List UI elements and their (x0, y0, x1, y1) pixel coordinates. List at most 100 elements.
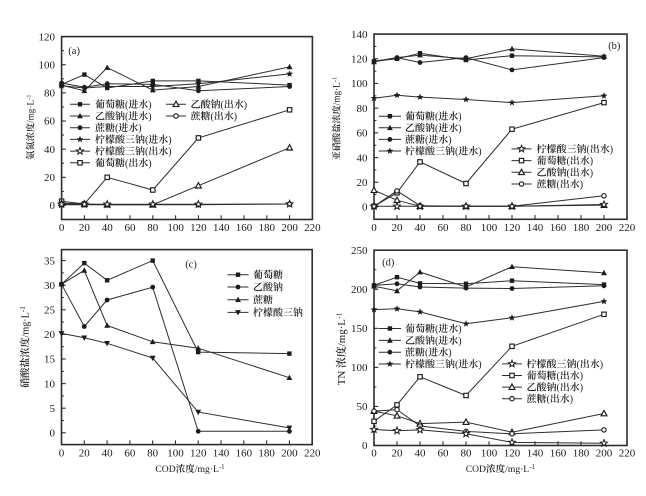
svg-text:(: ( (557, 383, 561, 394)
svg-text:): ) (234, 112, 237, 123)
svg-text:-1: -1 (26, 94, 33, 100)
svg-text:-1: -1 (334, 312, 343, 319)
svg-text:100: 100 (481, 448, 498, 460)
svg-text:0: 0 (50, 200, 56, 212)
svg-text:200: 200 (351, 284, 368, 296)
svg-text:120: 120 (351, 53, 368, 65)
svg-text:): ) (148, 100, 151, 111)
svg-text:): ) (570, 394, 573, 405)
svg-text:(: ( (125, 100, 129, 111)
svg-text:100: 100 (351, 362, 368, 374)
svg-text:(: ( (435, 112, 439, 123)
svg-text:20: 20 (392, 222, 404, 234)
svg-text:5: 5 (50, 403, 56, 415)
svg-text:80: 80 (357, 103, 369, 115)
svg-text:(d): (d) (382, 258, 395, 269)
svg-text:15: 15 (44, 354, 56, 366)
svg-text:/mg·L: /mg·L (20, 312, 31, 337)
svg-text:(: ( (435, 123, 439, 134)
svg-text:(: ( (577, 359, 581, 370)
svg-text:(: ( (435, 336, 439, 347)
svg-text:(: ( (221, 100, 225, 111)
svg-text:(: ( (455, 147, 459, 158)
svg-text:): ) (590, 168, 593, 179)
svg-text:(: ( (557, 180, 561, 191)
svg-text:-1: -1 (219, 464, 225, 471)
svg-text:30: 30 (44, 280, 56, 292)
svg-text:): ) (458, 336, 461, 347)
svg-text:140: 140 (213, 448, 230, 460)
svg-text:): ) (600, 359, 603, 370)
svg-text:140: 140 (527, 222, 544, 234)
svg-text:60: 60 (44, 116, 56, 128)
svg-text:(: ( (145, 147, 149, 158)
svg-text:100: 100 (167, 222, 184, 234)
svg-text:160: 160 (550, 448, 567, 460)
svg-text:COD: COD (155, 464, 175, 475)
svg-text:35: 35 (44, 255, 56, 267)
svg-text:80: 80 (147, 448, 159, 460)
svg-text:220: 220 (304, 222, 321, 234)
svg-text:25: 25 (44, 305, 56, 317)
svg-text:40: 40 (102, 222, 114, 234)
svg-text:100: 100 (351, 78, 368, 90)
svg-text:(c): (c) (185, 260, 197, 271)
svg-text:0: 0 (59, 222, 65, 234)
svg-text:10: 10 (44, 378, 56, 390)
svg-text:20: 20 (357, 177, 369, 189)
svg-text:40: 40 (44, 144, 56, 156)
svg-text:80: 80 (44, 88, 56, 100)
svg-text:): ) (610, 144, 613, 155)
svg-text:/mg·L: /mg·L (26, 100, 36, 123)
svg-text:0: 0 (371, 448, 377, 460)
svg-text:): ) (448, 135, 451, 146)
svg-text:/mg·L: /mg·L (195, 464, 219, 475)
svg-text:100: 100 (481, 222, 498, 234)
svg-text:60: 60 (124, 448, 136, 460)
svg-text:180: 180 (573, 222, 590, 234)
svg-text:/mg·L: /mg·L (336, 319, 348, 346)
svg-text:120: 120 (190, 448, 207, 460)
svg-text:(: ( (557, 371, 561, 382)
svg-text:120: 120 (39, 31, 56, 43)
svg-text:): ) (148, 112, 151, 123)
svg-text:/mg·L: /mg·L (505, 464, 529, 475)
svg-text:100: 100 (39, 59, 56, 71)
svg-text:): ) (590, 156, 593, 167)
svg-text:): ) (580, 371, 583, 382)
svg-text:140: 140 (213, 222, 230, 234)
svg-text:160: 160 (236, 448, 253, 460)
svg-text:20: 20 (44, 172, 56, 184)
svg-text:(: ( (125, 112, 129, 123)
svg-text:20: 20 (392, 448, 404, 460)
svg-text:-1: -1 (18, 306, 27, 312)
svg-text:220: 220 (304, 448, 321, 460)
svg-text:40: 40 (357, 152, 369, 164)
svg-text:-1: -1 (332, 77, 339, 83)
svg-text:(: ( (425, 348, 429, 359)
svg-text:(: ( (435, 324, 439, 335)
svg-text:20: 20 (79, 222, 91, 234)
svg-text:180: 180 (258, 448, 275, 460)
svg-text:60: 60 (125, 222, 137, 234)
svg-text:(: ( (125, 158, 129, 169)
svg-text:60: 60 (438, 448, 450, 460)
svg-text:): ) (448, 348, 451, 359)
svg-text:220: 220 (619, 222, 636, 234)
svg-text:): ) (244, 100, 247, 111)
svg-text:-1: -1 (529, 464, 535, 471)
svg-text:120: 120 (504, 222, 521, 234)
svg-text:60: 60 (438, 222, 450, 234)
svg-text:120: 120 (504, 448, 521, 460)
svg-text:180: 180 (259, 222, 276, 234)
svg-text:0: 0 (59, 448, 65, 460)
svg-text:200: 200 (596, 448, 613, 460)
svg-text:(: ( (211, 112, 215, 123)
svg-text:(: ( (115, 123, 119, 134)
svg-text:200: 200 (281, 448, 298, 460)
svg-text:): ) (458, 324, 461, 335)
svg-text:150: 150 (351, 323, 368, 335)
svg-text:): ) (478, 360, 481, 371)
svg-text:(: ( (425, 135, 429, 146)
svg-text:(: ( (547, 394, 551, 405)
